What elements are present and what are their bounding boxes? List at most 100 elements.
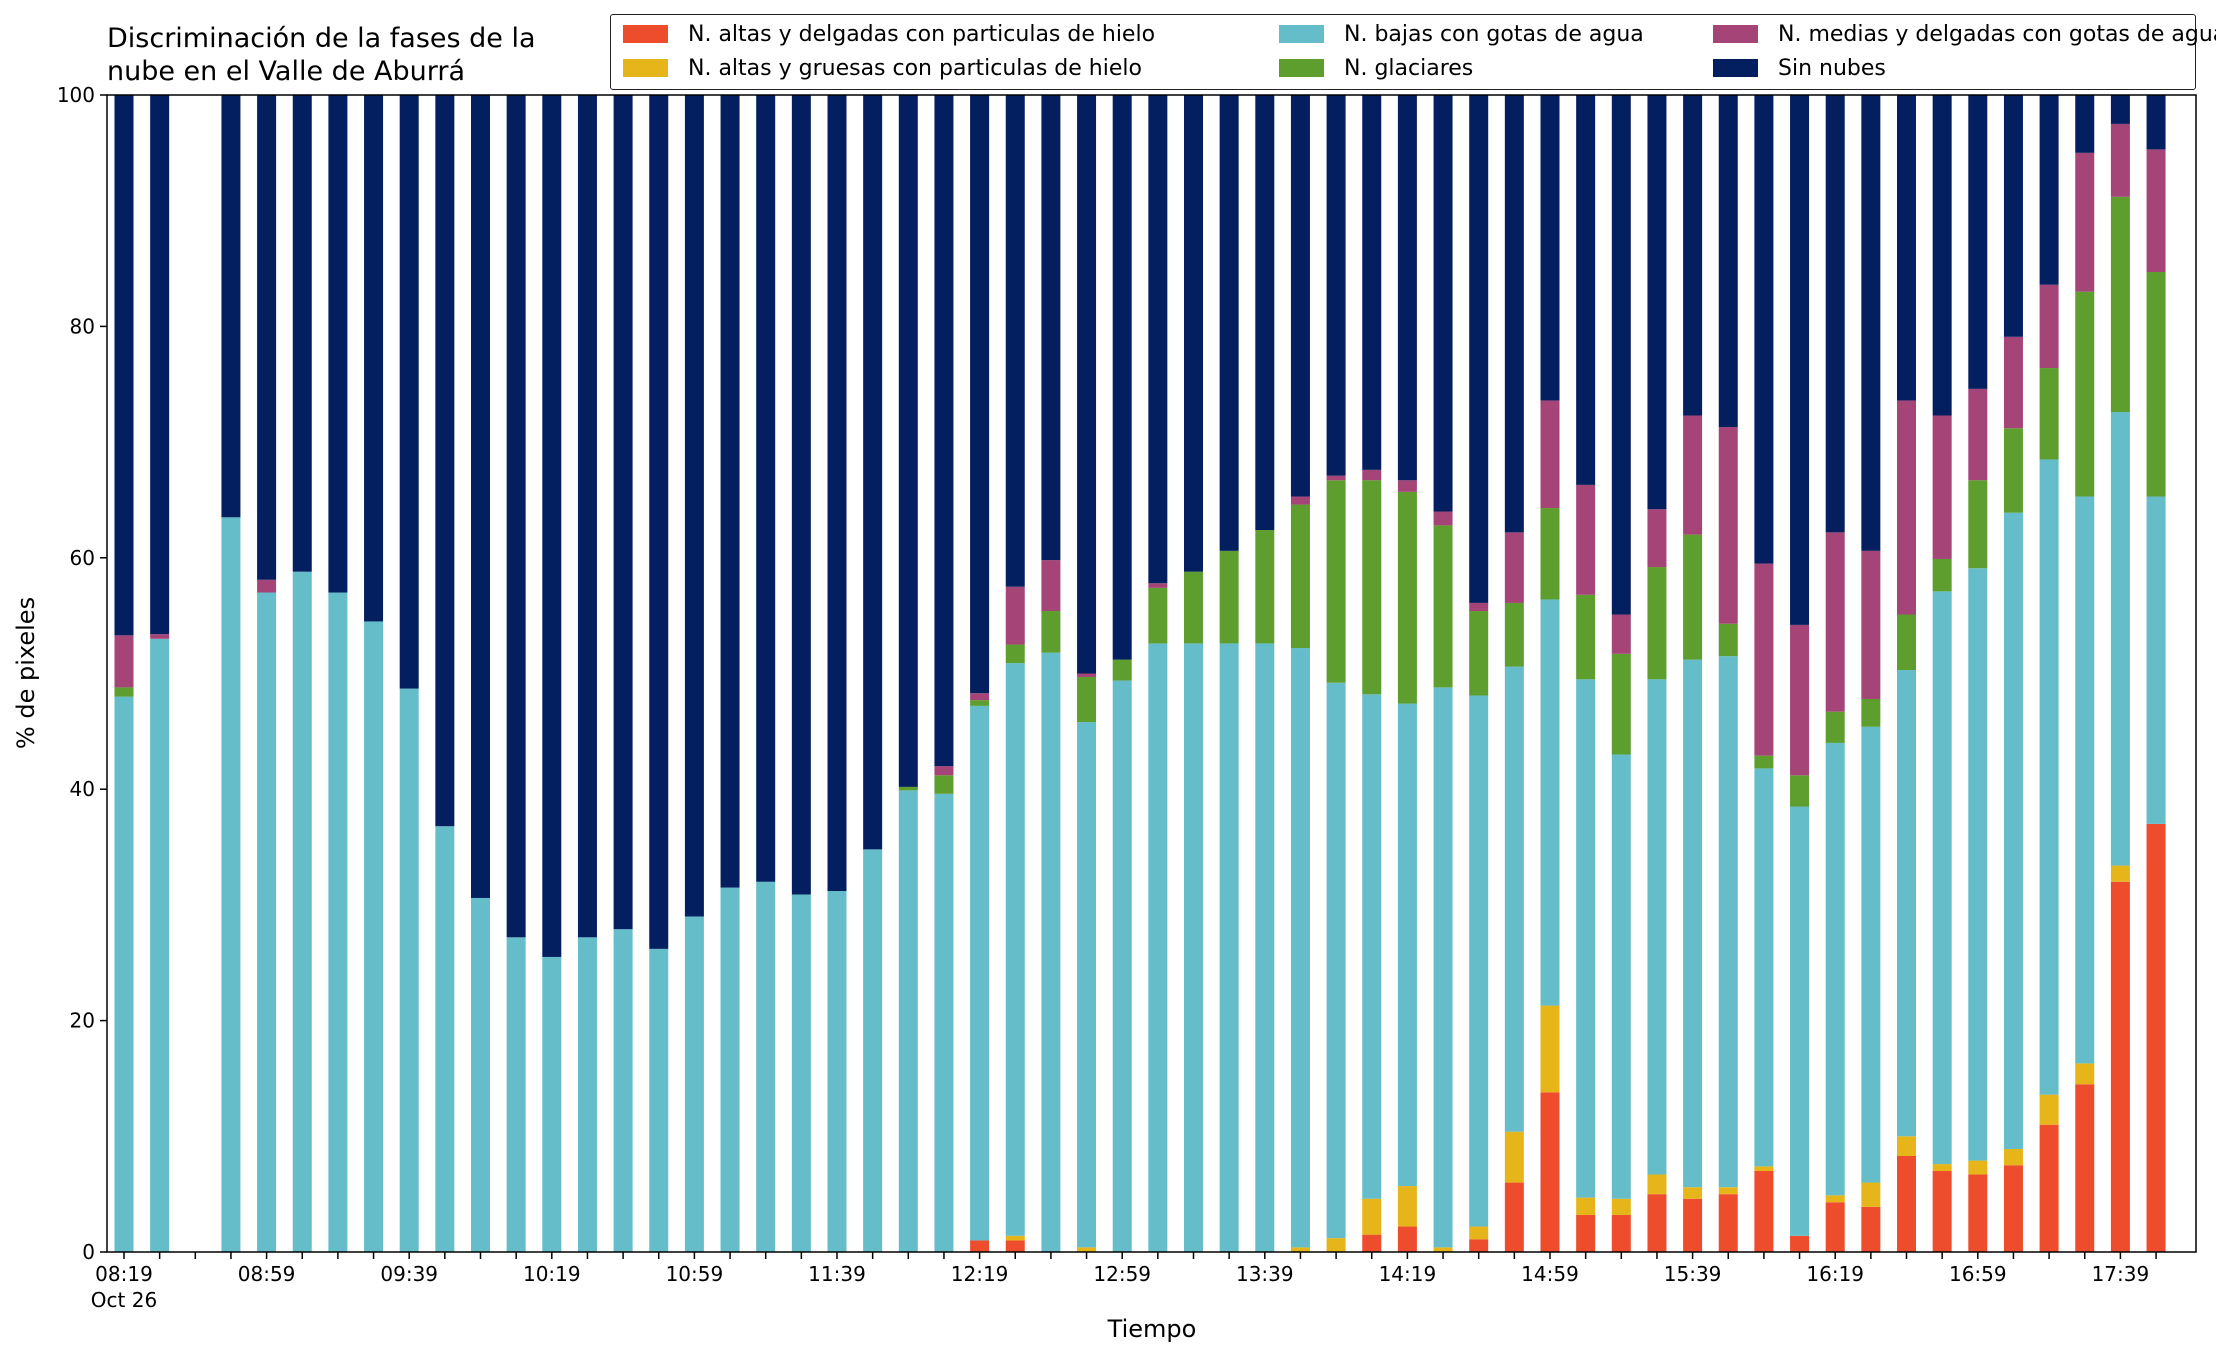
bar-segment [1576,594,1596,680]
bar-segment [1790,95,1810,625]
bar-segment [577,95,597,938]
bar-segment [435,826,455,1252]
bar-segment [1683,415,1703,535]
bar-segment [1326,475,1346,481]
bar-segment [471,95,490,898]
bar-segment [1968,1160,1988,1175]
bar-segment [1897,670,1916,1137]
bar-segment [1897,614,1916,671]
x-tick-label: 09:39 [380,1262,438,1286]
chart-title-line-1: Discriminación de la fases de la [107,23,536,54]
bar-segment [114,696,134,1252]
legend-label: N. bajas con gotas de agua [1344,21,1644,47]
bar-segment [1968,1174,1988,1252]
legend-item: N. altas y gruesas con particulas de hie… [623,53,1142,83]
bar-segment [1825,711,1845,743]
bar-segment [1647,509,1667,568]
legend-swatch [1279,59,1324,77]
bar-segment [1148,583,1168,588]
bar-segment [1219,95,1239,551]
bar-segment [1112,95,1132,660]
bar-segment [1397,480,1417,492]
bar-segment [970,95,990,694]
bar-segment [2039,459,2059,1095]
legend-swatch [1279,25,1324,43]
bar-segment [1041,95,1061,561]
bar-segment [2003,1165,2023,1252]
legend: N. altas y delgadas con particulas de hi… [610,14,2216,90]
bar-segment [2039,95,2059,285]
bar-segment [2039,284,2059,369]
plot-frame [106,94,2197,1253]
bar-segment [1433,687,1453,1248]
bar-segment [684,916,704,1252]
bar-segment [506,937,526,1252]
bar-segment [2075,95,2095,153]
bar-segment [1219,550,1239,644]
legend-swatch [623,25,668,43]
bar-segment [1326,1238,1346,1252]
legend-item: N. medias y delgadas con gotas de agua [1713,19,2216,49]
bar-segment [1397,95,1417,481]
bar-segment [1504,1182,1524,1252]
bar-segment [1112,659,1132,681]
x-axis: 08:19 08:59 09:39 10:19 10:59 11:39 12:19 12:59… [91,1252,2157,1312]
bar-segment [1077,673,1097,677]
bar-segment [934,95,954,767]
bar-segment [1611,754,1631,1199]
bar-segment [1077,95,1097,674]
bar-segment [1041,611,1061,653]
legend-item: Sin nubes [1713,53,1886,83]
bar-segment [1683,534,1703,660]
bar-segment [1897,1155,1916,1252]
bar-segment [506,95,526,938]
x-tick-label: 16:59 [1949,1262,2007,1286]
chart-title-line-2: nube en el Valle de Aburrá [107,56,466,87]
bar-segment [1861,698,1881,727]
bar-segment [970,700,990,706]
bar-segment [1754,768,1774,1167]
x-tick-label: 10:59 [666,1262,724,1286]
bar-segment [1576,1197,1596,1215]
bar-segment [649,948,669,1252]
bar-segment [684,95,704,917]
bar-segment [2110,196,2130,413]
bar-segment [1397,1186,1417,1227]
legend-item: N. glaciares [1279,53,1473,83]
bar-segment [1932,415,1952,559]
bar-segment [2075,1084,2095,1252]
bar-segment [1540,400,1560,509]
bar-segment [150,634,170,639]
bar-segment [791,894,811,1252]
bar-segment [1504,666,1524,1132]
bar-segment [1112,680,1132,1252]
bar-segment [364,95,384,622]
legend-label: N. altas y gruesas con particulas de hie… [688,55,1142,81]
bar-segment [1255,530,1275,644]
x-tick-label: 10:19 [523,1262,581,1286]
bar-segment [1184,571,1203,644]
x-tick-sublabel: Oct 26 [91,1288,157,1312]
bar-segment [1148,643,1168,1252]
bar-segment [221,517,241,1252]
bar-segment [1754,95,1774,564]
bar-segment [2039,368,2059,460]
bar-segment [1469,1239,1489,1252]
legend-swatch [623,59,668,77]
bar-segment [1611,95,1631,615]
bar-segment [2146,272,2166,497]
bar-segment [577,937,597,1252]
bar-segment [1968,568,1988,1161]
bar-segment [1326,95,1346,476]
bar-segment [399,95,419,689]
bar-segment [1683,95,1703,416]
bar-segment [1362,95,1382,470]
bar-segment [1540,1092,1560,1252]
bar-segment [1290,504,1310,649]
bar-segment [1504,602,1524,667]
x-tick-label: 16:19 [1806,1262,1864,1286]
bar-segment [1611,653,1631,755]
bar-segment [2110,412,2130,866]
bar-segment [1362,694,1382,1199]
bar-segment [1005,1240,1025,1252]
